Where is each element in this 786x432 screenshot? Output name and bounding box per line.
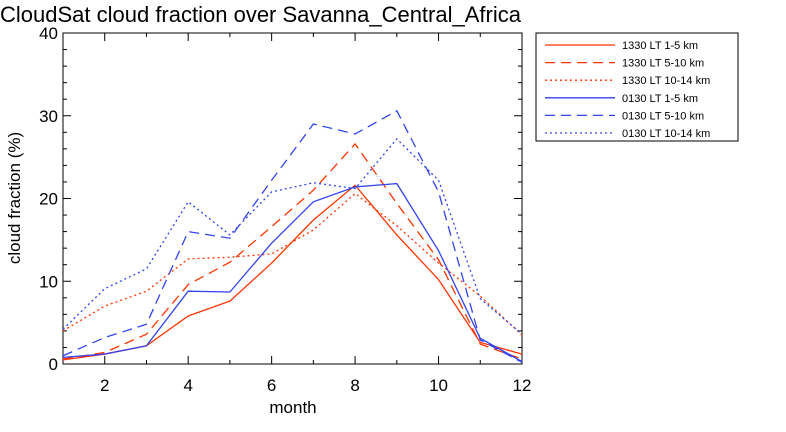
x-tick-label: 10 — [429, 376, 448, 395]
legend: 1330 LT 1-5 km 1330 LT 5-10 km 1330 LT 10-… — [535, 32, 739, 142]
series-line-3 — [62, 182, 523, 363]
y-axis-title: cloud fraction (%) — [5, 132, 24, 264]
series-line-2 — [62, 192, 523, 336]
series-line-5 — [62, 137, 523, 335]
x-tick-label: 8 — [350, 376, 359, 395]
y-tick-label: 0 — [49, 355, 58, 374]
y-tick-label: 20 — [39, 190, 58, 209]
legend-label-5: 0130 LT 10-14 km — [622, 128, 710, 140]
chart-title: CloudSat cloud fraction over Savanna_Cen… — [0, 2, 522, 27]
axis-ticks — [62, 32, 523, 365]
legend-label-1: 1330 LT 5-10 km — [622, 58, 704, 70]
x-tick-label: 6 — [267, 376, 276, 395]
y-tick-label: 30 — [39, 107, 58, 126]
x-tick-label: 4 — [183, 376, 192, 395]
legend-label-4: 0130 LT 5-10 km — [622, 110, 704, 122]
x-tick-label: 2 — [100, 376, 109, 395]
x-axis-title: month — [269, 398, 316, 417]
series-lines — [62, 109, 523, 363]
series-line-0 — [62, 184, 523, 361]
legend-label-0: 1330 LT 1-5 km — [622, 40, 698, 52]
legend-label-2: 1330 LT 10-14 km — [622, 75, 710, 87]
y-tick-label: 10 — [39, 272, 58, 291]
plot-frame — [62, 32, 523, 365]
tick-labels: 2 4 6 8 10 12 0 10 20 30 40 — [39, 24, 531, 395]
x-tick-label: 12 — [513, 376, 532, 395]
legend-label-3: 0130 LT 1-5 km — [622, 93, 698, 105]
series-line-1 — [62, 142, 523, 360]
legend-box — [535, 32, 739, 142]
y-tick-label: 40 — [39, 24, 58, 43]
series-line-4 — [62, 109, 523, 363]
plot-border — [62, 32, 523, 365]
